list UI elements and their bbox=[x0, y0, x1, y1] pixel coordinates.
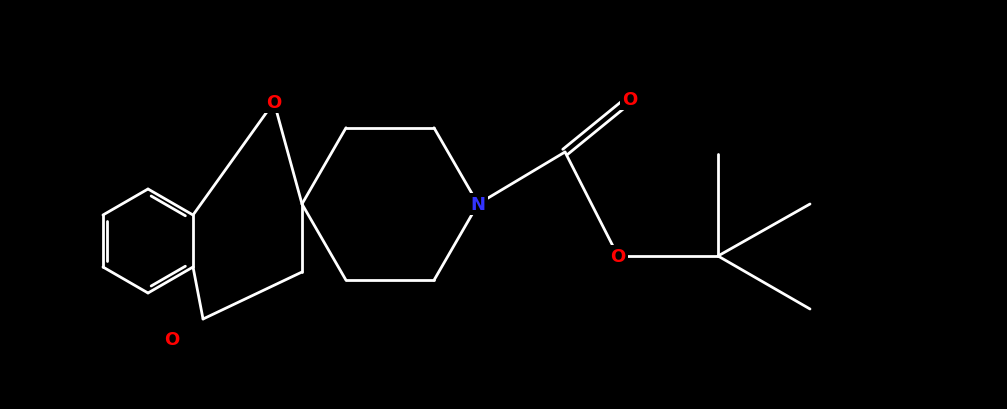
Text: O: O bbox=[610, 247, 625, 265]
Text: O: O bbox=[622, 91, 637, 109]
Text: N: N bbox=[470, 196, 485, 213]
Text: O: O bbox=[164, 330, 179, 348]
Text: O: O bbox=[267, 94, 282, 112]
